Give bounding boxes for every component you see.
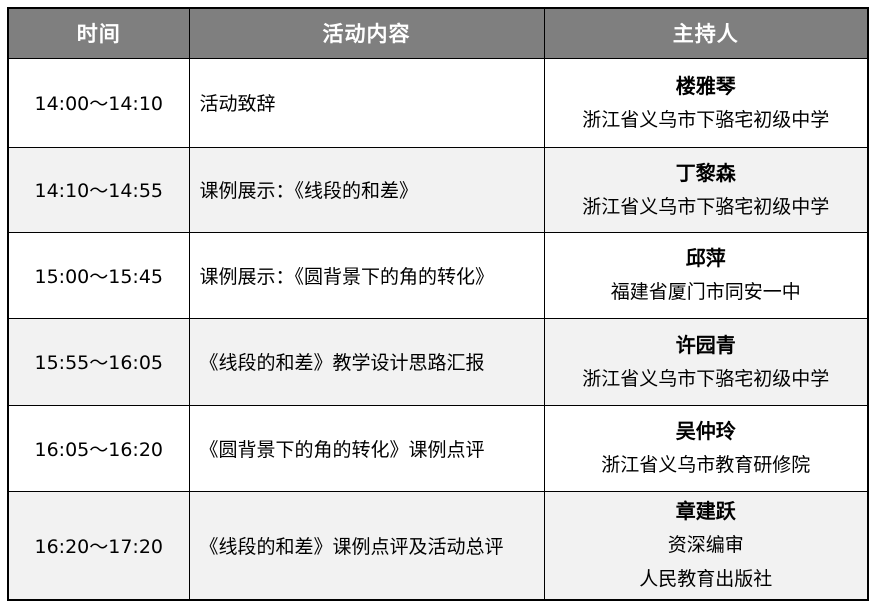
host-cell: 许园青 浙江省义乌市下骆宅初级中学 [543, 317, 869, 406]
activity-cell: 课例展示：《圆背景下的角的转化》 [188, 231, 545, 319]
header-row: 时间 活动内容 主持人 [7, 7, 869, 59]
activity-cell: 《线段的和差》教学设计思路汇报 [188, 317, 545, 406]
header-activity: 活动内容 [188, 7, 545, 59]
host-cell: 邱萍 福建省厦门市同安一中 [543, 231, 869, 319]
host-org: 浙江省义乌市下骆宅初级中学 [582, 108, 830, 131]
host-name: 丁黎森 [675, 160, 736, 185]
table-row: 15:00～15:45 课例展示：《圆背景下的角的转化》 邱萍 福建省厦门市同安… [7, 231, 869, 319]
host-name: 许园青 [675, 332, 736, 357]
time-cell: 16:05～16:20 [7, 404, 190, 492]
host-org: 浙江省义乌市教育研修院 [601, 454, 811, 476]
table-row: 16:05～16:20 《圆背景下的角的转化》课例点评 吴仲玲 浙江省义乌市教育… [7, 404, 869, 492]
host-cell: 丁黎森 浙江省义乌市下骆宅初级中学 [543, 146, 869, 233]
header-host: 主持人 [543, 7, 869, 59]
host-cell: 吴仲玲 浙江省义乌市教育研修院 [543, 404, 869, 492]
host-org: 浙江省义乌市下骆宅初级中学 [582, 195, 830, 218]
host-name: 邱萍 [685, 246, 726, 270]
host-org: 人民教育出版社 [639, 568, 773, 591]
activity-cell: 活动致辞 [188, 57, 545, 148]
activity-cell: 课例展示：《线段的和差》 [188, 146, 545, 233]
table-row: 16:20～17:20 《线段的和差》课例点评及活动总评 章建跃 资深编审 人民… [7, 490, 869, 601]
time-cell: 15:55～16:05 [7, 317, 190, 406]
time-cell: 14:00～14:10 [7, 57, 190, 148]
host-org: 浙江省义乌市下骆宅初级中学 [582, 367, 830, 390]
header-time: 时间 [7, 7, 190, 59]
host-org: 福建省厦门市同安一中 [610, 281, 801, 303]
table-row: 14:10～14:55 课例展示：《线段的和差》 丁黎森 浙江省义乌市下骆宅初级… [7, 146, 869, 233]
host-name: 章建跃 [675, 499, 736, 524]
time-cell: 15:00～15:45 [7, 231, 190, 319]
host-name: 吴仲玲 [675, 419, 736, 443]
host-cell: 楼雅琴 浙江省义乌市下骆宅初级中学 [543, 57, 869, 148]
table-row: 15:55～16:05 《线段的和差》教学设计思路汇报 许园青 浙江省义乌市下骆… [7, 317, 869, 406]
time-cell: 16:20～17:20 [7, 490, 190, 601]
table-row: 14:00～14:10 活动致辞 楼雅琴 浙江省义乌市下骆宅初级中学 [7, 57, 869, 148]
host-cell: 章建跃 资深编审 人民教育出版社 [543, 490, 869, 601]
host-org: 资深编审 [667, 534, 744, 557]
activity-cell: 《线段的和差》课例点评及活动总评 [188, 490, 545, 601]
schedule-table: 时间 活动内容 主持人 14:00～14:10 活动致辞 楼雅琴 浙江省义乌市下… [7, 7, 869, 601]
time-cell: 14:10～14:55 [7, 146, 190, 233]
host-name: 楼雅琴 [675, 73, 736, 98]
activity-cell: 《圆背景下的角的转化》课例点评 [188, 404, 545, 492]
